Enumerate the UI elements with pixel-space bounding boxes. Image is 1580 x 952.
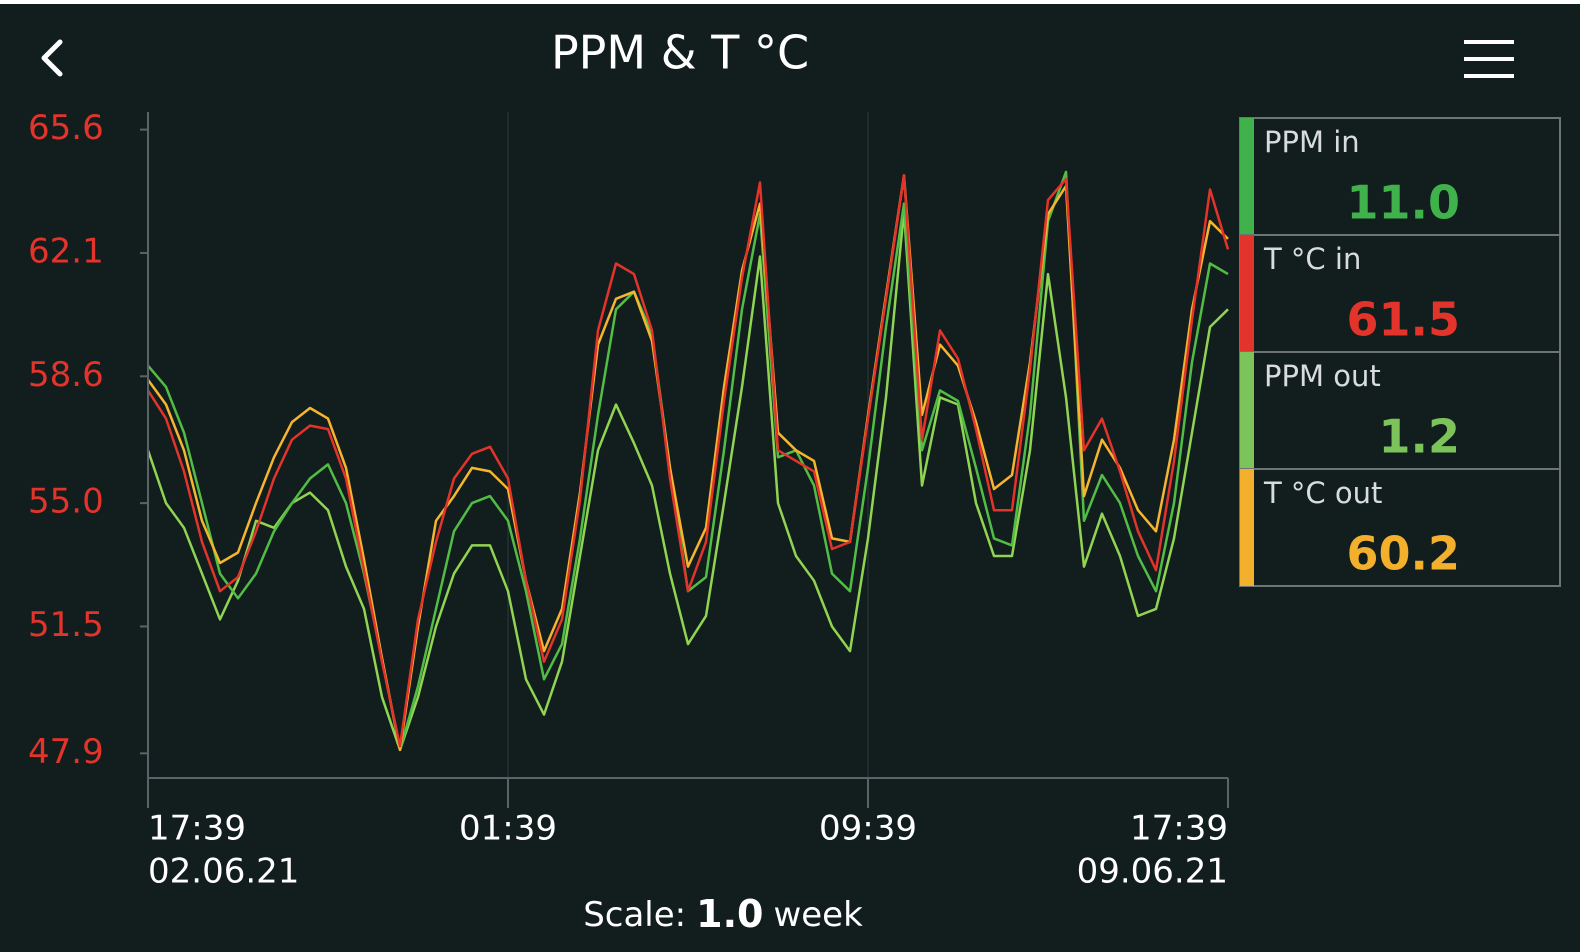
color-bar	[1240, 469, 1254, 586]
y-tick-label: 58.6	[28, 355, 104, 395]
card-bg	[1239, 117, 1561, 236]
x-tick-label: 01:39	[459, 809, 557, 849]
top-edge	[0, 0, 1580, 4]
title: PPM & T °C	[551, 26, 809, 80]
y-tick-label: 62.1	[28, 231, 104, 271]
card-bg	[1239, 468, 1561, 587]
legend-name: T °C out	[1263, 476, 1382, 510]
x-tick-label: 09:39	[819, 809, 917, 849]
x-tick-label: 17:39	[1130, 809, 1228, 849]
legend-name: PPM in	[1264, 125, 1360, 159]
legend-card[interactable]: PPM in 11.0	[1239, 117, 1561, 236]
x-tick-date: 02.06.21	[148, 852, 299, 892]
legend-name: PPM out	[1264, 359, 1381, 393]
legend-value: 1.2	[1379, 410, 1461, 464]
scale-unit: week	[773, 895, 863, 935]
color-bar	[1240, 118, 1254, 235]
y-tick-label: 51.5	[28, 605, 104, 645]
legend-card[interactable]: T °C out 60.2	[1239, 468, 1561, 587]
scale-text: Scale: 1.0 week	[583, 892, 863, 936]
menu-button[interactable]	[1464, 40, 1514, 78]
series-line	[146, 209, 1229, 752]
back-button[interactable]	[41, 39, 63, 77]
scale-value: 1.0	[696, 892, 763, 936]
legend-value: 61.5	[1347, 293, 1461, 347]
y-tick-label: 55.0	[28, 482, 104, 522]
legend-card[interactable]: PPM out 1.2	[1239, 351, 1561, 470]
y-tick-label: 47.9	[28, 732, 104, 772]
legend-card[interactable]: T °C in 61.5	[1239, 234, 1561, 353]
color-bar	[1240, 352, 1254, 469]
x-tick-label: 17:39	[148, 809, 246, 849]
legend-name: T °C in	[1263, 242, 1361, 276]
scale-label: Scale:	[583, 895, 686, 935]
series-line	[146, 174, 1230, 748]
y-tick-label: 65.6	[28, 108, 104, 148]
legend-value: 11.0	[1347, 176, 1461, 230]
series-line	[146, 174, 1229, 752]
color-bar	[1240, 235, 1254, 352]
legend-value: 60.2	[1347, 527, 1461, 581]
x-tick-date: 09.06.21	[1077, 852, 1228, 892]
